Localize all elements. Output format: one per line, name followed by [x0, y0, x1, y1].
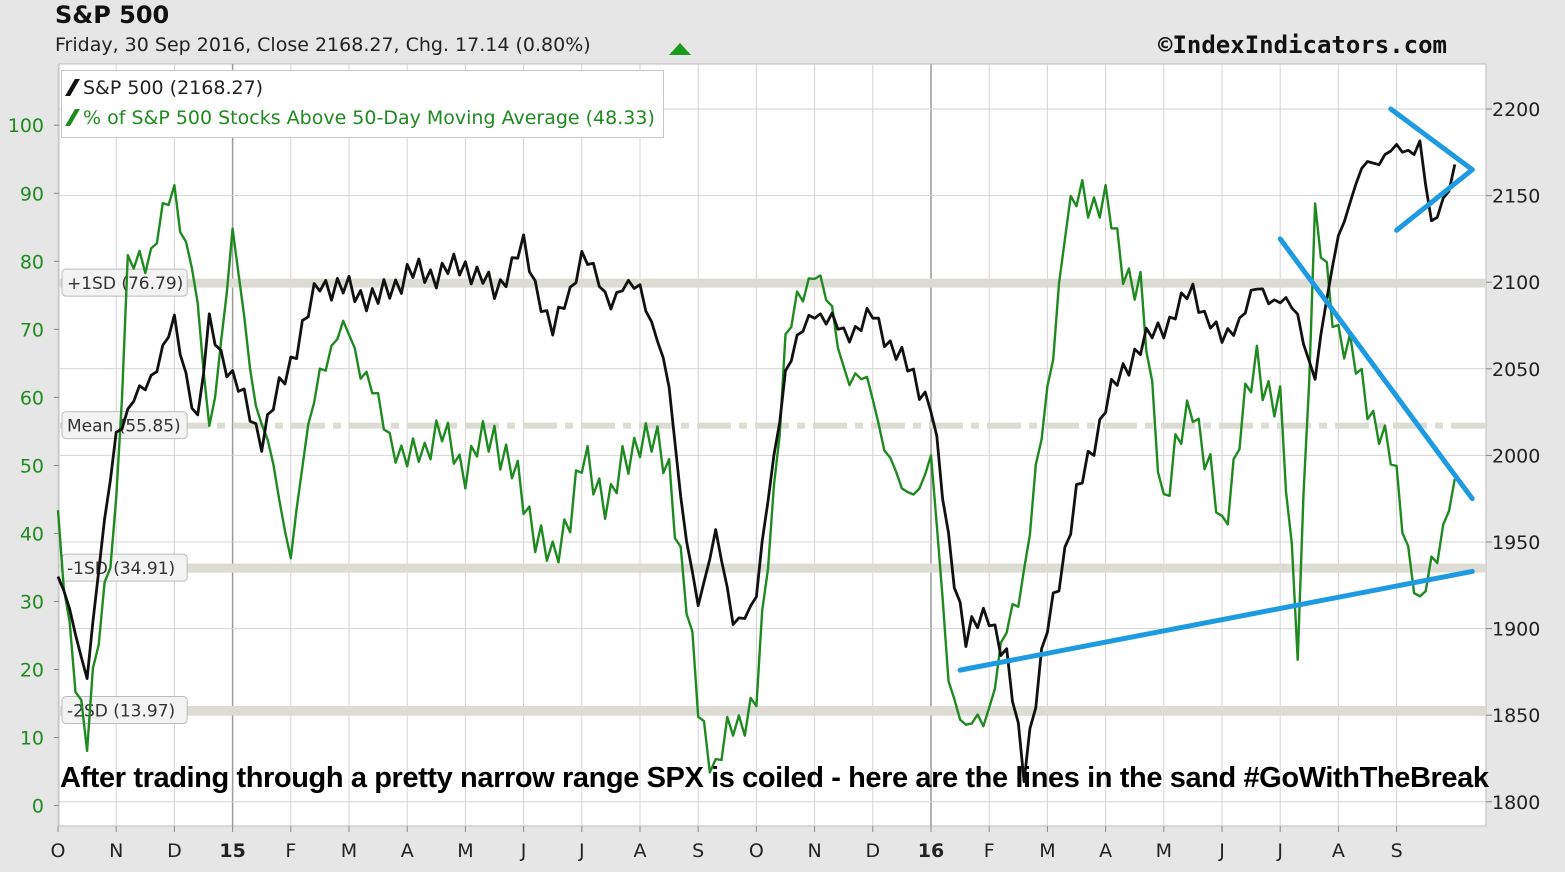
left-axis-tick-label: 0 [32, 796, 44, 818]
series-line-spx [56, 139, 1457, 784]
right-axis-tick-label: 1900 [1492, 619, 1540, 641]
series-line-breadth [56, 178, 1456, 774]
left-axis-tick-label: 90 [20, 183, 44, 205]
left-axis-tick-label: 80 [20, 251, 44, 273]
left-axis-tick-label: 50 [20, 455, 44, 477]
x-tick-label: A [634, 840, 647, 862]
x-tick-label: D [167, 840, 182, 862]
legend-swatch-breadth [65, 109, 80, 126]
x-tick-label: J [578, 840, 585, 862]
x-tick-label: 15 [219, 840, 245, 862]
legend-label-breadth: % of S&P 500 Stocks Above 50-Day Moving … [83, 107, 655, 129]
trendline [1277, 236, 1475, 502]
left-axis-tick-label: 100 [8, 115, 44, 137]
chart-subtitle: Friday, 30 Sep 2016, Close 2168.27, Chg.… [55, 34, 591, 56]
reference-band-label: -2SD (13.97) [67, 702, 175, 722]
x-tick-label: D [865, 840, 880, 862]
left-axis-tick-label: 30 [20, 591, 44, 613]
right-axis-tick-label: 2100 [1492, 272, 1540, 294]
reference-bands: +1SD (76.79)Mean (55.85)-1SD (34.91)-2SD… [59, 268, 1486, 725]
grid [57, 64, 1486, 826]
legend-swatch-spx [65, 79, 80, 96]
reference-band-label-box [61, 411, 188, 440]
legend-item-breadth: % of S&P 500 Stocks Above 50-Day Moving … [65, 103, 655, 133]
chart-title: S&P 500 [55, 1, 170, 29]
right-axis-tick-label: 2000 [1492, 445, 1540, 467]
axes: O N D 15 F M A M J J A S O N D 16 F M A M J J A S 1800 1850 1900 19… [8, 99, 1541, 862]
series-layer [56, 139, 1457, 784]
right-axis-tick-label: 1800 [1492, 792, 1540, 814]
x-tick-label: O [749, 840, 764, 862]
reference-band-label-box [61, 268, 188, 297]
x-tick-label: J [520, 840, 527, 862]
up-triangle-icon [669, 43, 691, 55]
x-tick-label: N [109, 840, 123, 862]
x-tick-label: S [692, 840, 704, 862]
x-tick-label: J [1276, 840, 1283, 862]
right-axis-tick-label: 1850 [1492, 705, 1540, 727]
trendline [1394, 167, 1475, 233]
chart-annotation: After trading through a pretty narrow ra… [60, 762, 1489, 794]
trendline-layer [957, 106, 1475, 673]
trendline [1388, 106, 1475, 173]
x-tick-label: J [1218, 840, 1225, 862]
copyright-text: ©IndexIndicators.com [1158, 31, 1447, 59]
reference-band-label: -1SD (34.91) [67, 559, 175, 579]
x-tick-label: O [51, 840, 66, 862]
x-tick-label: M [1039, 840, 1055, 862]
x-tick-label: N [807, 840, 821, 862]
left-axis-tick-label: 20 [20, 660, 44, 682]
x-tick-label: S [1391, 840, 1403, 862]
left-axis-tick-label: 60 [20, 387, 44, 409]
x-tick-label: A [1099, 840, 1112, 862]
x-tick-label: F [285, 840, 296, 862]
x-tick-label: F [984, 840, 995, 862]
x-tick-label: A [401, 840, 414, 862]
legend: S&P 500 (2168.27) % of S&P 500 Stocks Ab… [61, 70, 664, 138]
right-axis-tick-label: 1950 [1492, 532, 1540, 554]
x-tick-label: 16 [918, 840, 944, 862]
legend-item-spx: S&P 500 (2168.27) [65, 73, 655, 103]
left-axis-tick-label: 40 [20, 523, 44, 545]
left-axis-tick-label: 10 [20, 728, 44, 750]
reference-band-label: +1SD (76.79) [67, 274, 183, 294]
trendline [957, 568, 1475, 673]
x-tick-label: M [457, 840, 473, 862]
x-tick-label: M [341, 840, 357, 862]
plot-area [58, 63, 1487, 827]
right-axis-tick-label: 2050 [1492, 359, 1540, 381]
right-axis-tick-label: 2150 [1492, 186, 1540, 208]
left-axis-tick-label: 70 [20, 319, 44, 341]
x-tick-label: A [1332, 840, 1345, 862]
reference-band-label-box [61, 696, 188, 725]
x-tick-label: M [1156, 840, 1172, 862]
legend-label-spx: S&P 500 (2168.27) [83, 77, 264, 99]
right-axis-tick-label: 2200 [1492, 99, 1540, 121]
